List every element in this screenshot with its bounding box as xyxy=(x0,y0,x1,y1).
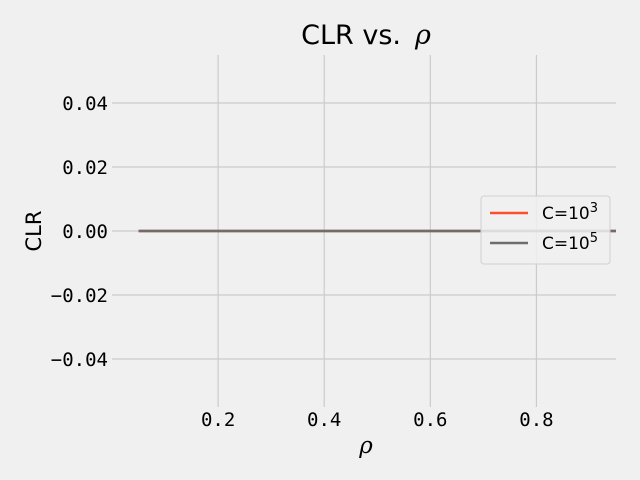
y-tick-label: 0.04 xyxy=(62,93,108,115)
legend: C=103 C=105 xyxy=(480,195,611,265)
chart-title: CLR vs. ρ xyxy=(301,20,431,51)
y-tick-label: 0.00 xyxy=(62,221,108,243)
x-tick-label: 0.6 xyxy=(413,409,447,431)
legend-label-c-10-5: C=105 xyxy=(542,231,598,254)
y-tick-label: −0.04 xyxy=(51,349,108,371)
y-tick-labels: 0.04 0.02 0.00 −0.02 −0.04 xyxy=(51,93,108,371)
x-tick-label: 0.4 xyxy=(307,409,341,431)
x-tick-label: 0.2 xyxy=(201,409,235,431)
legend-label-c-10-3-base: C=10 xyxy=(542,204,590,224)
x-axis-label: ρ xyxy=(358,433,373,459)
x-tick-labels: 0.2 0.4 0.6 0.8 xyxy=(201,409,554,431)
chart-title-text: CLR vs. xyxy=(301,20,401,51)
y-axis-label: CLR xyxy=(22,211,46,252)
y-tick-label: −0.02 xyxy=(51,285,108,307)
legend-label-c-10-5-base: C=10 xyxy=(542,234,590,254)
legend-label-c-10-3-exponent: 3 xyxy=(590,201,598,216)
y-tick-label: 0.02 xyxy=(62,157,108,179)
chart-title-symbol: ρ xyxy=(414,20,431,51)
x-tick-label: 0.8 xyxy=(519,409,553,431)
legend-label-c-10-5-exponent: 5 xyxy=(590,231,598,246)
legend-label-c-10-3: C=103 xyxy=(542,201,598,224)
